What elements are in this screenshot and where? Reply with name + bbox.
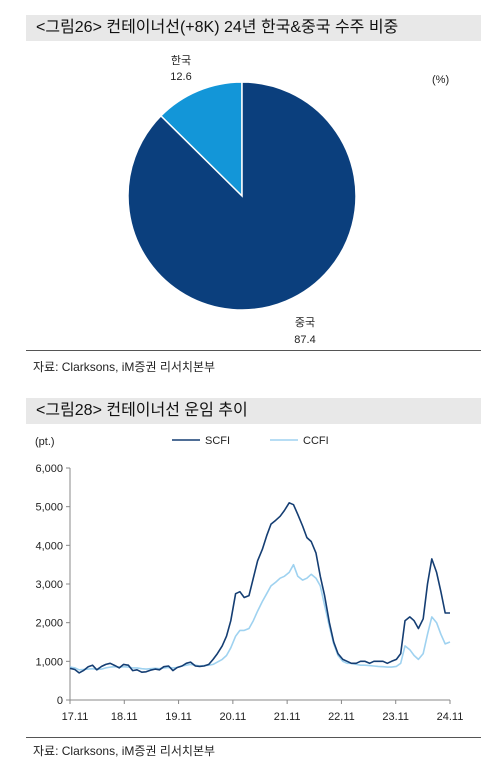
pie-value-china: 87.4 [294, 334, 315, 346]
figure1-divider [26, 350, 481, 351]
figure1-title: <그림26> 컨테이너선(+8K) 24년 한국&중국 수주 비중 [26, 15, 481, 41]
figure2-title: <그림28> 컨테이너선 운임 추이 [26, 398, 481, 424]
x-tick-label: 19.11 [165, 711, 192, 723]
x-tick-label: 22.11 [328, 711, 355, 723]
pie-slice-korea [159, 81, 243, 198]
legend-label-scfi: SCFI [205, 435, 230, 447]
figure1-source: 자료: Clarksons, iM증권 리서치본부 [33, 360, 216, 374]
y-tick-label: 0 [57, 695, 63, 707]
series-line-ccfi [69, 563, 451, 671]
pie-value-korea: 12.6 [170, 71, 191, 83]
y-tick-label: 6,000 [35, 463, 63, 475]
figure2-source: 자료: Clarksons, iM증권 리서치본부 [33, 744, 216, 758]
x-tick-label: 18.11 [111, 711, 138, 723]
figure2-divider [26, 737, 481, 738]
x-tick-label: 23.11 [382, 711, 409, 723]
y-tick-label: 1,000 [35, 656, 63, 668]
pie-label-china: 중국 [295, 317, 315, 329]
pie-unit-label: (%) [432, 74, 449, 86]
y-tick-label: 5,000 [35, 502, 63, 514]
y-tick-label: 4,000 [35, 540, 63, 552]
pie-slice-china [127, 81, 357, 311]
series-line-scfi [69, 502, 450, 674]
y-unit-label: (pt.) [35, 436, 55, 448]
x-tick-label: 20.11 [219, 711, 246, 723]
y-tick-label: 2,000 [35, 618, 63, 630]
x-tick-label: 17.11 [62, 711, 89, 723]
y-tick-label: 3,000 [35, 579, 63, 591]
pie-chart: (%) 한국 12.6 중국 87.4 [127, 54, 449, 346]
line-chart: (pt.) SCFI CCFI 0 1,000 2,000 3,000 4,000 5,00… [35, 435, 464, 723]
x-tick-label: 24.11 [437, 711, 464, 723]
x-tick-label: 21.11 [274, 711, 301, 723]
pie-label-korea: 한국 [171, 54, 191, 67]
legend-label-ccfi: CCFI [303, 435, 329, 447]
